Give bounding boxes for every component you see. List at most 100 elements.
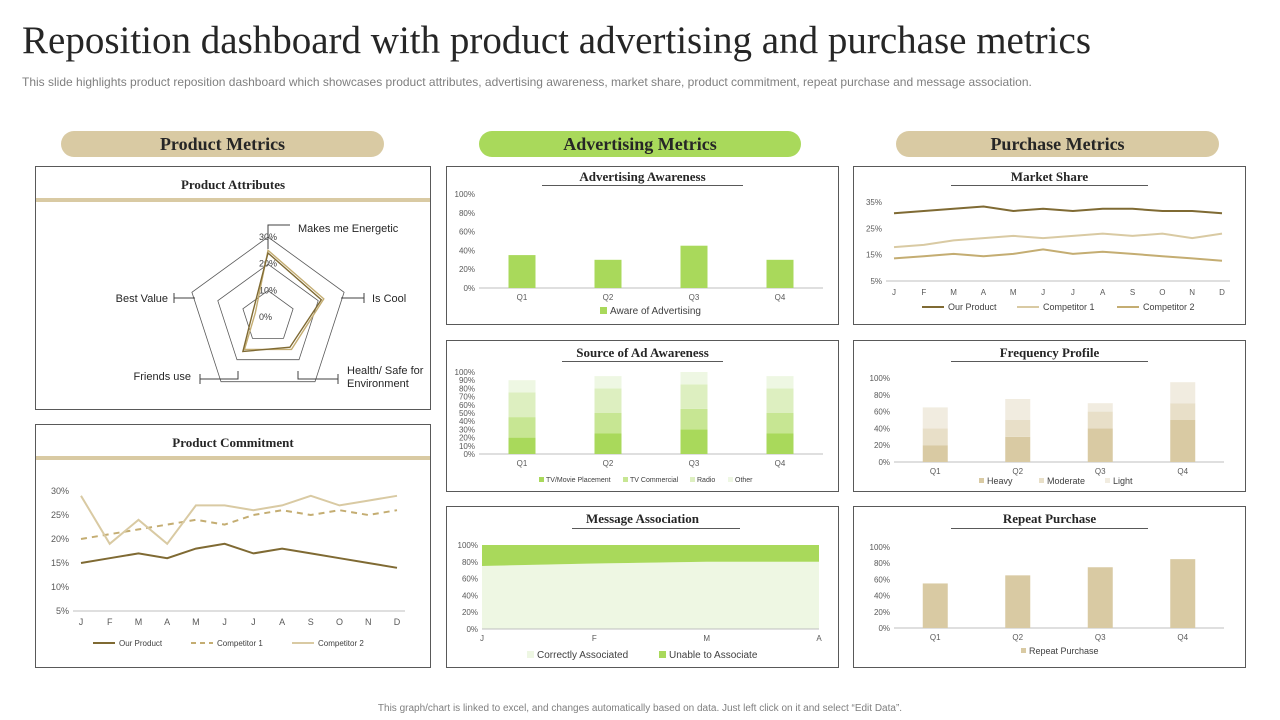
x-tick-label: A [981, 288, 987, 297]
x-tick-label: Q4 [775, 293, 786, 302]
x-tick-label: O [336, 617, 343, 627]
y-tick-label: 0% [878, 624, 890, 633]
panel-market-share: Market Share 5% 15% 25% 35% J F M A M J J A S O N D Our … [853, 166, 1246, 325]
legend-label: Radio [697, 477, 715, 484]
legend-label: Competitor 1 [1043, 302, 1095, 312]
legend-label: TV/Movie Placement [546, 477, 611, 484]
legend-label: Unable to Associate [669, 650, 758, 661]
y-tick-label: 60% [462, 575, 478, 584]
bar [766, 259, 794, 288]
radar-axis-label: Is Cool [372, 293, 406, 305]
x-tick-label: D [1219, 288, 1225, 297]
x-tick-label: A [279, 617, 285, 627]
legend-label: Other [735, 477, 753, 484]
legend-swatch [659, 651, 666, 658]
x-tick-label: F [107, 617, 113, 627]
panel-frequency-profile: Frequency Profile 0% 20% 40% 60% 80% 100% Q1 Q2… [853, 340, 1246, 492]
x-tick-label: N [1189, 288, 1195, 297]
y-tick-label: 5% [56, 606, 69, 616]
y-tick-label: 0% [878, 458, 890, 467]
y-tick-label: 20% [459, 265, 475, 274]
radar-axis-label: Friends use [134, 371, 191, 383]
x-tick-label: S [308, 617, 314, 627]
legend-label: Our Product [119, 639, 163, 648]
legend-swatch [979, 478, 984, 483]
bar-segment [1087, 411, 1113, 429]
series-line [893, 232, 1223, 249]
y-tick-label: 100% [870, 543, 890, 552]
bar [508, 255, 536, 288]
legend-swatch [728, 477, 733, 482]
legend-swatch [1105, 478, 1110, 483]
x-tick-label: J [79, 617, 84, 627]
bar-segment [1170, 420, 1196, 462]
legend-swatch [1021, 648, 1026, 653]
x-tick-label: A [1100, 288, 1106, 297]
x-tick-label: Q4 [1177, 467, 1188, 476]
bar-segment [508, 392, 536, 418]
y-tick-label: 40% [459, 417, 475, 426]
radar-axis-label: Environment [347, 378, 409, 390]
area-unable-to-associate [482, 545, 819, 566]
bar-segment [766, 376, 794, 389]
y-tick-label: 10% [51, 582, 69, 592]
series-line [80, 509, 398, 540]
radar-label-connector [341, 293, 365, 303]
radar-tick-label: 0% [259, 312, 272, 322]
legend-label: Competitor 1 [217, 639, 263, 648]
x-tick-label: J [1041, 288, 1045, 297]
radar-axis-label: Best Value [116, 293, 168, 305]
bar-segment [1087, 428, 1113, 462]
x-tick-label: N [365, 617, 372, 627]
legend-swatch [623, 477, 628, 482]
x-tick-label: A [816, 634, 822, 643]
legend-label: TV Commercial [630, 477, 679, 484]
bar-segment [680, 384, 708, 409]
panel-product-commitment: Product Commitment 5% 10% 15% 20% 25% 30% J F M A… [35, 424, 431, 668]
bar-segment [594, 413, 622, 434]
series-line [80, 494, 398, 546]
bar-segment [594, 388, 622, 413]
section-product-metrics: Product Metrics [61, 131, 384, 157]
chart-title: Frequency Profile [999, 345, 1100, 360]
legend-label: Repeat Purchase [1029, 646, 1099, 656]
panel-source-of-ad-awareness: Source of Ad Awareness 0% 10% 20% 30% 40% 50%… [446, 340, 839, 492]
x-tick-label: Q2 [603, 293, 614, 302]
x-tick-label: O [1159, 288, 1165, 297]
y-tick-label: 20% [51, 534, 69, 544]
bar [1170, 559, 1196, 628]
y-tick-label: 30% [459, 425, 475, 434]
chart-product-commitment: 5% 10% 15% 20% 25% 30% J F M A M J J A S O N D Our Product… [51, 486, 405, 648]
bar-segment [766, 413, 794, 434]
x-tick-label: Q4 [775, 459, 786, 468]
legend-label: Moderate [1047, 476, 1085, 486]
y-tick-label: 5% [870, 277, 882, 286]
radar-label-connector [297, 371, 339, 384]
y-tick-label: 90% [459, 376, 475, 385]
x-tick-label: Q1 [930, 467, 941, 476]
chart-title: Repeat Purchase [1002, 511, 1097, 526]
y-tick-label: 0% [463, 450, 475, 459]
title-underline [562, 361, 723, 362]
y-tick-label: 40% [874, 592, 890, 601]
bar [1005, 575, 1031, 628]
y-tick-label: 60% [874, 408, 890, 417]
legend-label: Our Product [948, 302, 997, 312]
y-tick-label: 100% [458, 541, 478, 550]
bar [922, 583, 948, 628]
title-underline [951, 185, 1148, 186]
bar-segment [1087, 403, 1113, 412]
title-rule [36, 456, 430, 460]
title-underline [951, 361, 1148, 362]
y-tick-label: 35% [866, 198, 882, 207]
legend-label: Correctly Associated [537, 650, 628, 661]
x-tick-label: J [480, 634, 484, 643]
y-tick-label: 40% [462, 591, 478, 600]
x-tick-label: Q4 [1177, 633, 1188, 642]
y-tick-label: 100% [870, 374, 890, 383]
chart-market-share: 5% 15% 25% 35% J F M A M J J A S O N D Our Product Compet… [866, 198, 1230, 312]
y-tick-label: 100% [455, 368, 475, 377]
chart-title: Advertising Awareness [579, 169, 706, 184]
legend-swatch [1039, 478, 1044, 483]
legend-label: Heavy [987, 476, 1013, 486]
